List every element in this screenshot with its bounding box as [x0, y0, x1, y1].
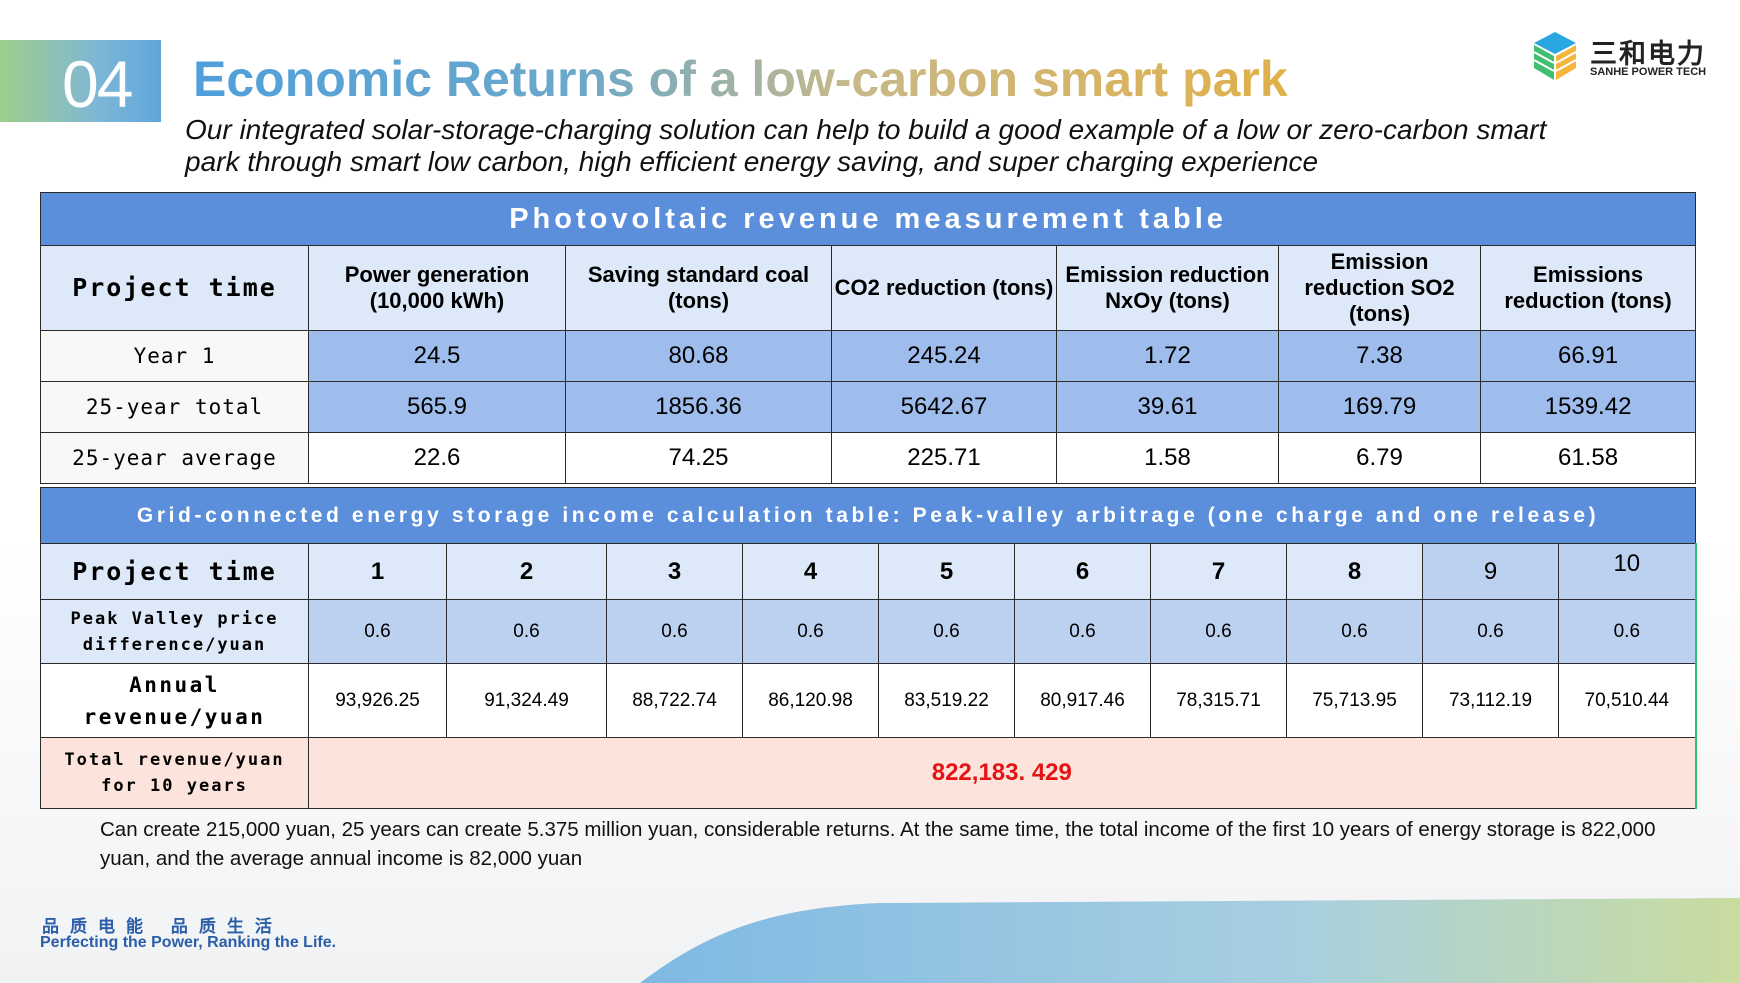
table-cell: 0.6 — [1557, 599, 1697, 664]
table-row: Peak Valley price difference/yuan 0.6 0.… — [40, 599, 1697, 664]
table-cell: 1856.36 — [565, 381, 832, 433]
year-header: 7 — [1150, 543, 1287, 600]
table-cell: 0.6 — [878, 599, 1015, 664]
pv-col-header: Emission reduction SO2 (tons) — [1278, 245, 1481, 331]
table-cell: 66.91 — [1479, 330, 1697, 382]
footer-slogan-en: Perfecting the Power, Ranking the Life. — [40, 934, 337, 951]
table-cell: 80.68 — [565, 330, 832, 382]
summary-note: Can create 215,000 yuan, 25 years can cr… — [100, 818, 1656, 870]
table-cell: 73,112.19 — [1422, 663, 1559, 738]
table-cell: 61.58 — [1479, 432, 1697, 484]
table-row: Year 1 24.5 80.68 245.24 1.72 7.38 66.91 — [40, 330, 1697, 382]
year-header: 8 — [1286, 543, 1423, 600]
table-cell: 0.6 — [1014, 599, 1151, 664]
pv-col-header: Saving standard coal (tons) — [565, 245, 832, 331]
table-cell: 1.72 — [1056, 330, 1279, 382]
table-cell: 565.9 — [308, 381, 566, 433]
pv-col-header: Project time — [40, 245, 309, 331]
table-row: 25-year total 565.9 1856.36 5642.67 39.6… — [40, 381, 1697, 433]
table-cell: 6.79 — [1278, 432, 1481, 484]
table-cell: 225.71 — [831, 432, 1057, 484]
table-cell: 74.25 — [565, 432, 832, 484]
logo-chinese-name: 三和电力 — [1590, 39, 1706, 70]
company-logo: 三和电力 SANHE POWER TECH — [1530, 30, 1730, 85]
pv-table-title: Photovoltaic revenue measurement table — [39, 192, 1697, 246]
table-cell: 0.6 — [446, 599, 607, 664]
storage-income-table: Grid-connected energy storage income cal… — [39, 487, 1697, 809]
year-header: 4 — [742, 543, 879, 600]
table-cell: 7.38 — [1278, 330, 1481, 382]
pv-col-header: CO2 reduction (tons) — [831, 245, 1057, 331]
table-row: Annual revenue/yuan 93,926.25 91,324.49 … — [40, 663, 1697, 738]
storage-table-title: Grid-connected energy storage income cal… — [39, 487, 1697, 544]
table-cell: 1.58 — [1056, 432, 1279, 484]
table-cell: 5642.67 — [831, 381, 1057, 433]
year-header: 6 — [1014, 543, 1151, 600]
pv-col-header: Emissions reduction (tons) — [1479, 245, 1697, 331]
table-cell: 0.6 — [742, 599, 879, 664]
table-cell: 169.79 — [1278, 381, 1481, 433]
row-label: Year 1 — [40, 330, 309, 382]
row-label: Annual revenue/yuan — [40, 663, 309, 738]
year-header: 10 — [1557, 543, 1697, 600]
table-cell: 0.6 — [1150, 599, 1287, 664]
table-cell: 39.61 — [1056, 381, 1279, 433]
cube-logo-icon — [1533, 32, 1577, 80]
page-subtitle: Our integrated solar-storage-charging so… — [185, 114, 1547, 177]
table-cell: 245.24 — [831, 330, 1057, 382]
row-label: 25-year total — [40, 381, 309, 433]
year-header: 3 — [606, 543, 743, 600]
table-cell: 24.5 — [308, 330, 566, 382]
decorative-wave — [640, 898, 1740, 983]
table-cell: 83,519.22 — [878, 663, 1015, 738]
row-label: Peak Valley price difference/yuan — [40, 599, 309, 664]
logo-english-name: SANHE POWER TECH — [1590, 66, 1707, 78]
year-header: 2 — [446, 543, 607, 600]
row-label: 25-year average — [40, 432, 309, 484]
year-header: 5 — [878, 543, 1015, 600]
row-label: Project time — [40, 543, 309, 600]
table-cell: 0.6 — [308, 599, 447, 664]
year-header: 9 — [1422, 543, 1559, 600]
table-row: 25-year average 22.6 74.25 225.71 1.58 6… — [40, 432, 1697, 484]
table-cell: 80,917.46 — [1014, 663, 1151, 738]
table-cell: 0.6 — [1286, 599, 1423, 664]
table-cell: 70,510.44 — [1557, 663, 1697, 738]
table-cell: 78,315.71 — [1150, 663, 1287, 738]
footer-slogan-cn: 品质电能 品质生活 — [42, 917, 283, 937]
table-cell: 0.6 — [1422, 599, 1559, 664]
pv-col-header: Emission reduction NxOy (tons) — [1056, 245, 1279, 331]
row-label: Total revenue/yuan for 10 years — [40, 737, 309, 809]
table-cell: 93,926.25 — [308, 663, 447, 738]
table-cell: 91,324.49 — [446, 663, 607, 738]
table-cell: 22.6 — [308, 432, 566, 484]
table-cell: 1539.42 — [1479, 381, 1697, 433]
page-title: Economic Returns of a low-carbon smart p… — [193, 51, 1288, 107]
year-header: 1 — [308, 543, 447, 600]
pv-col-header: Power generation (10,000 kWh) — [308, 245, 566, 331]
table-cell: 86,120.98 — [742, 663, 879, 738]
table-row: Project time 1 2 3 4 5 6 7 8 9 10 — [40, 543, 1697, 600]
table-cell: 75,713.95 — [1286, 663, 1423, 738]
table-cell: 88,722.74 — [606, 663, 743, 738]
section-number-badge: 04 — [0, 40, 161, 122]
section-number: 04 — [62, 47, 133, 121]
table-row: Total revenue/yuan for 10 years 822,183.… — [40, 737, 1697, 809]
pv-revenue-table: Photovoltaic revenue measurement table P… — [39, 192, 1697, 484]
table-cell: 0.6 — [606, 599, 743, 664]
total-revenue-value: 822,183. 429 — [307, 737, 1697, 809]
